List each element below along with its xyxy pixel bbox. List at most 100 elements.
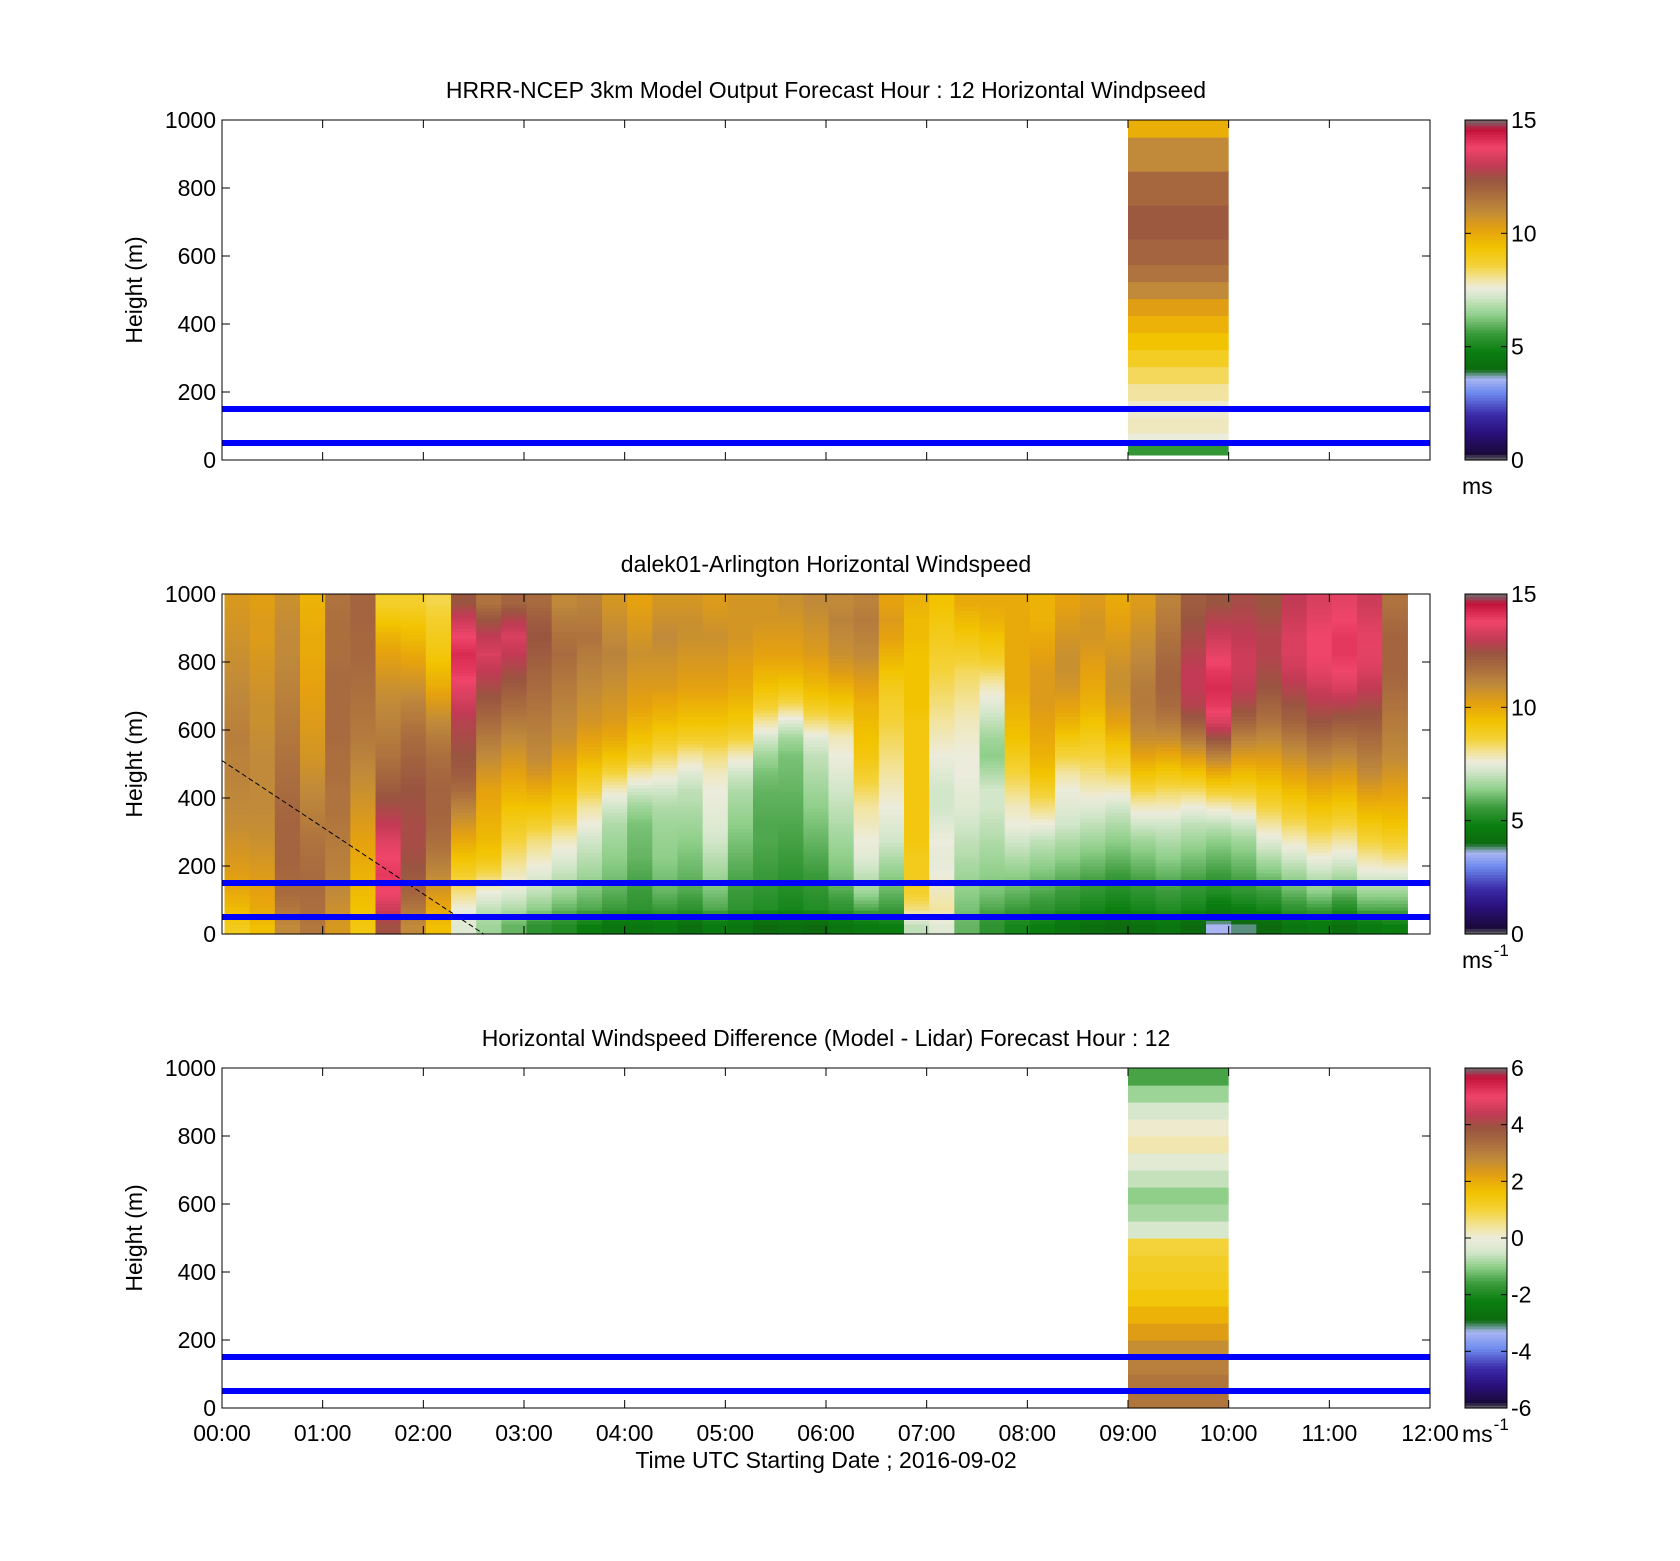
heatmap-cell — [551, 709, 578, 714]
heatmap-cell — [400, 876, 427, 881]
heatmap-cell — [1382, 685, 1408, 690]
heatmap-cell — [400, 832, 427, 836]
heatmap-cell — [325, 842, 351, 847]
heatmap-cell — [652, 767, 679, 772]
heatmap-cell — [904, 930, 930, 935]
heatmap-cell — [400, 896, 427, 901]
heatmap-cell — [1080, 713, 1106, 717]
heatmap-cell — [1382, 733, 1408, 738]
heatmap-cell — [1281, 740, 1308, 745]
heatmap-cell — [551, 825, 578, 830]
heatmap-cell — [451, 668, 477, 673]
heatmap-cell — [1055, 767, 1081, 772]
colorbar-step — [1465, 380, 1507, 385]
heatmap-cell — [727, 730, 754, 734]
heatmap-cell — [1357, 631, 1383, 636]
heatmap-cell — [1004, 716, 1031, 721]
heatmap-cell — [1382, 801, 1408, 806]
heatmap-cell — [929, 770, 955, 775]
heatmap-cell — [274, 631, 301, 636]
heatmap-cell — [954, 869, 981, 874]
heatmap-cell — [1382, 862, 1408, 867]
heatmap-cell — [1180, 668, 1207, 673]
heatmap-cell — [753, 927, 779, 932]
heatmap-cell — [853, 866, 880, 870]
colorbar-step — [1465, 315, 1507, 319]
heatmap-cell — [425, 672, 452, 677]
heatmap-cell — [1256, 675, 1283, 680]
heatmap-cell — [274, 757, 301, 762]
heatmap-cell — [904, 611, 930, 615]
heatmap-cell — [954, 611, 981, 615]
heatmap-cell — [652, 747, 679, 751]
heatmap-cell — [300, 675, 326, 680]
heatmap-cell — [224, 672, 251, 677]
heatmap-cell — [1306, 651, 1333, 656]
heatmap-cell — [1382, 658, 1408, 663]
heatmap-cell — [1155, 910, 1182, 915]
heatmap-cell — [753, 852, 779, 857]
heatmap-cell — [1029, 828, 1056, 833]
heatmap-cell — [451, 855, 477, 860]
heatmap-cell — [1231, 818, 1257, 823]
heatmap-cell — [904, 645, 930, 649]
heatmap-cell — [451, 648, 477, 653]
heatmap-cell — [400, 702, 427, 707]
heatmap-cell — [929, 692, 955, 697]
heatmap-cell — [627, 597, 653, 602]
heatmap-cell — [652, 726, 679, 731]
heatmap-cell — [878, 794, 905, 799]
heatmap-cell — [1105, 747, 1132, 751]
heatmap-cell — [954, 828, 981, 833]
colorbar-step — [1465, 162, 1507, 166]
heatmap-cell — [300, 624, 326, 629]
heatmap-cell — [1306, 927, 1333, 932]
heatmap-cell — [979, 838, 1006, 843]
heatmap-cell — [350, 920, 377, 925]
heatmap-cell — [400, 815, 427, 819]
colorbar-step — [1465, 142, 1507, 147]
heatmap-cell — [652, 730, 679, 734]
colorbar-step — [1465, 264, 1507, 268]
heatmap-cell — [526, 835, 553, 840]
heatmap-cell — [727, 665, 754, 670]
colorbar-step — [1465, 273, 1507, 277]
heatmap-cell — [1180, 876, 1207, 881]
heatmap-cell — [1206, 747, 1232, 751]
heatmap-cell — [476, 594, 502, 598]
heatmap-cell — [526, 906, 553, 911]
heatmap-cell — [1382, 787, 1408, 792]
heatmap-cell — [878, 696, 905, 700]
heatmap-cell — [1206, 675, 1232, 680]
heatmap-cell — [652, 736, 679, 741]
heatmap-cell — [652, 930, 679, 935]
heatmap-cell — [778, 855, 804, 860]
heatmap-cell — [853, 604, 880, 609]
heatmap-cell — [526, 818, 553, 823]
heatmap-cell — [501, 923, 528, 928]
heatmap-cell — [1331, 791, 1358, 796]
heatmap-cell — [249, 651, 276, 656]
heatmap-cell — [526, 798, 553, 802]
heatmap-cell — [753, 747, 779, 751]
heatmap-cell — [451, 872, 477, 877]
heatmap-cell — [451, 798, 477, 802]
heatmap-cell — [1029, 719, 1056, 724]
heatmap-cell — [526, 685, 553, 690]
heatmap-cell — [274, 896, 301, 901]
heatmap-cell — [878, 845, 905, 850]
heatmap-cell — [1256, 617, 1283, 622]
heatmap-cell — [425, 896, 452, 901]
heatmap-cell — [425, 719, 452, 724]
heatmap-cell — [778, 736, 804, 741]
heatmap-cell — [778, 692, 804, 697]
heatmap-cell — [1130, 600, 1157, 605]
heatmap-cell — [1155, 781, 1182, 785]
heatmap-cell — [1155, 607, 1182, 612]
heatmap-cell — [1155, 889, 1182, 894]
heatmap-cell — [551, 682, 578, 687]
heatmap-cell — [1357, 658, 1383, 663]
heatmap-cell — [400, 920, 427, 925]
heatmap-cell — [375, 818, 402, 823]
heatmap-cell — [702, 699, 729, 704]
